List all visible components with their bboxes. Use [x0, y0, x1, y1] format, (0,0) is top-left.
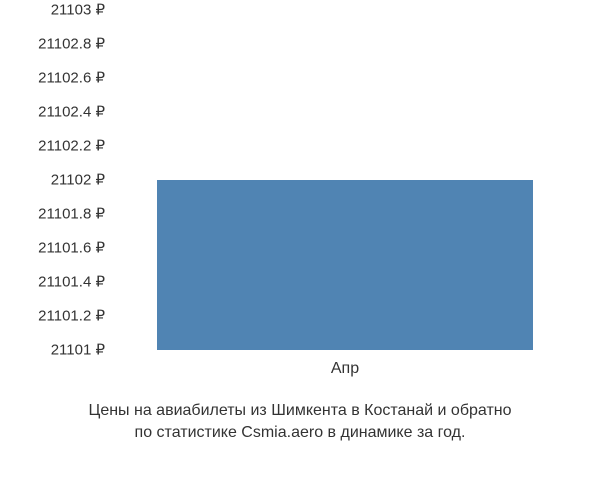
- chart-container: 21103 ₽21102.8 ₽21102.6 ₽21102.4 ₽21102.…: [0, 10, 600, 390]
- y-axis: 21103 ₽21102.8 ₽21102.6 ₽21102.4 ₽21102.…: [0, 10, 110, 350]
- y-tick-label: 21101.8 ₽: [0, 207, 105, 222]
- y-tick-label: 21102.6 ₽: [0, 71, 105, 86]
- chart-caption: Цены на авиабилеты из Шимкента в Костана…: [0, 400, 600, 445]
- y-tick-label: 21102 ₽: [0, 173, 105, 188]
- y-tick-label: 21101.2 ₽: [0, 309, 105, 324]
- x-axis: Апр: [110, 360, 580, 390]
- y-tick-label: 21101 ₽: [0, 343, 105, 358]
- caption-line-1: Цены на авиабилеты из Шимкента в Костана…: [20, 400, 580, 422]
- y-tick-label: 21103 ₽: [0, 3, 105, 18]
- y-tick-label: 21101.6 ₽: [0, 241, 105, 256]
- y-tick-label: 21102.4 ₽: [0, 105, 105, 120]
- y-tick-label: 21102.8 ₽: [0, 37, 105, 52]
- y-tick-label: 21102.2 ₽: [0, 139, 105, 154]
- x-tick-label: Апр: [331, 360, 359, 378]
- plot-area: [110, 10, 580, 350]
- y-tick-label: 21101.4 ₽: [0, 275, 105, 290]
- bar: [157, 180, 533, 350]
- caption-line-2: по статистике Csmia.aero в динамике за г…: [20, 422, 580, 444]
